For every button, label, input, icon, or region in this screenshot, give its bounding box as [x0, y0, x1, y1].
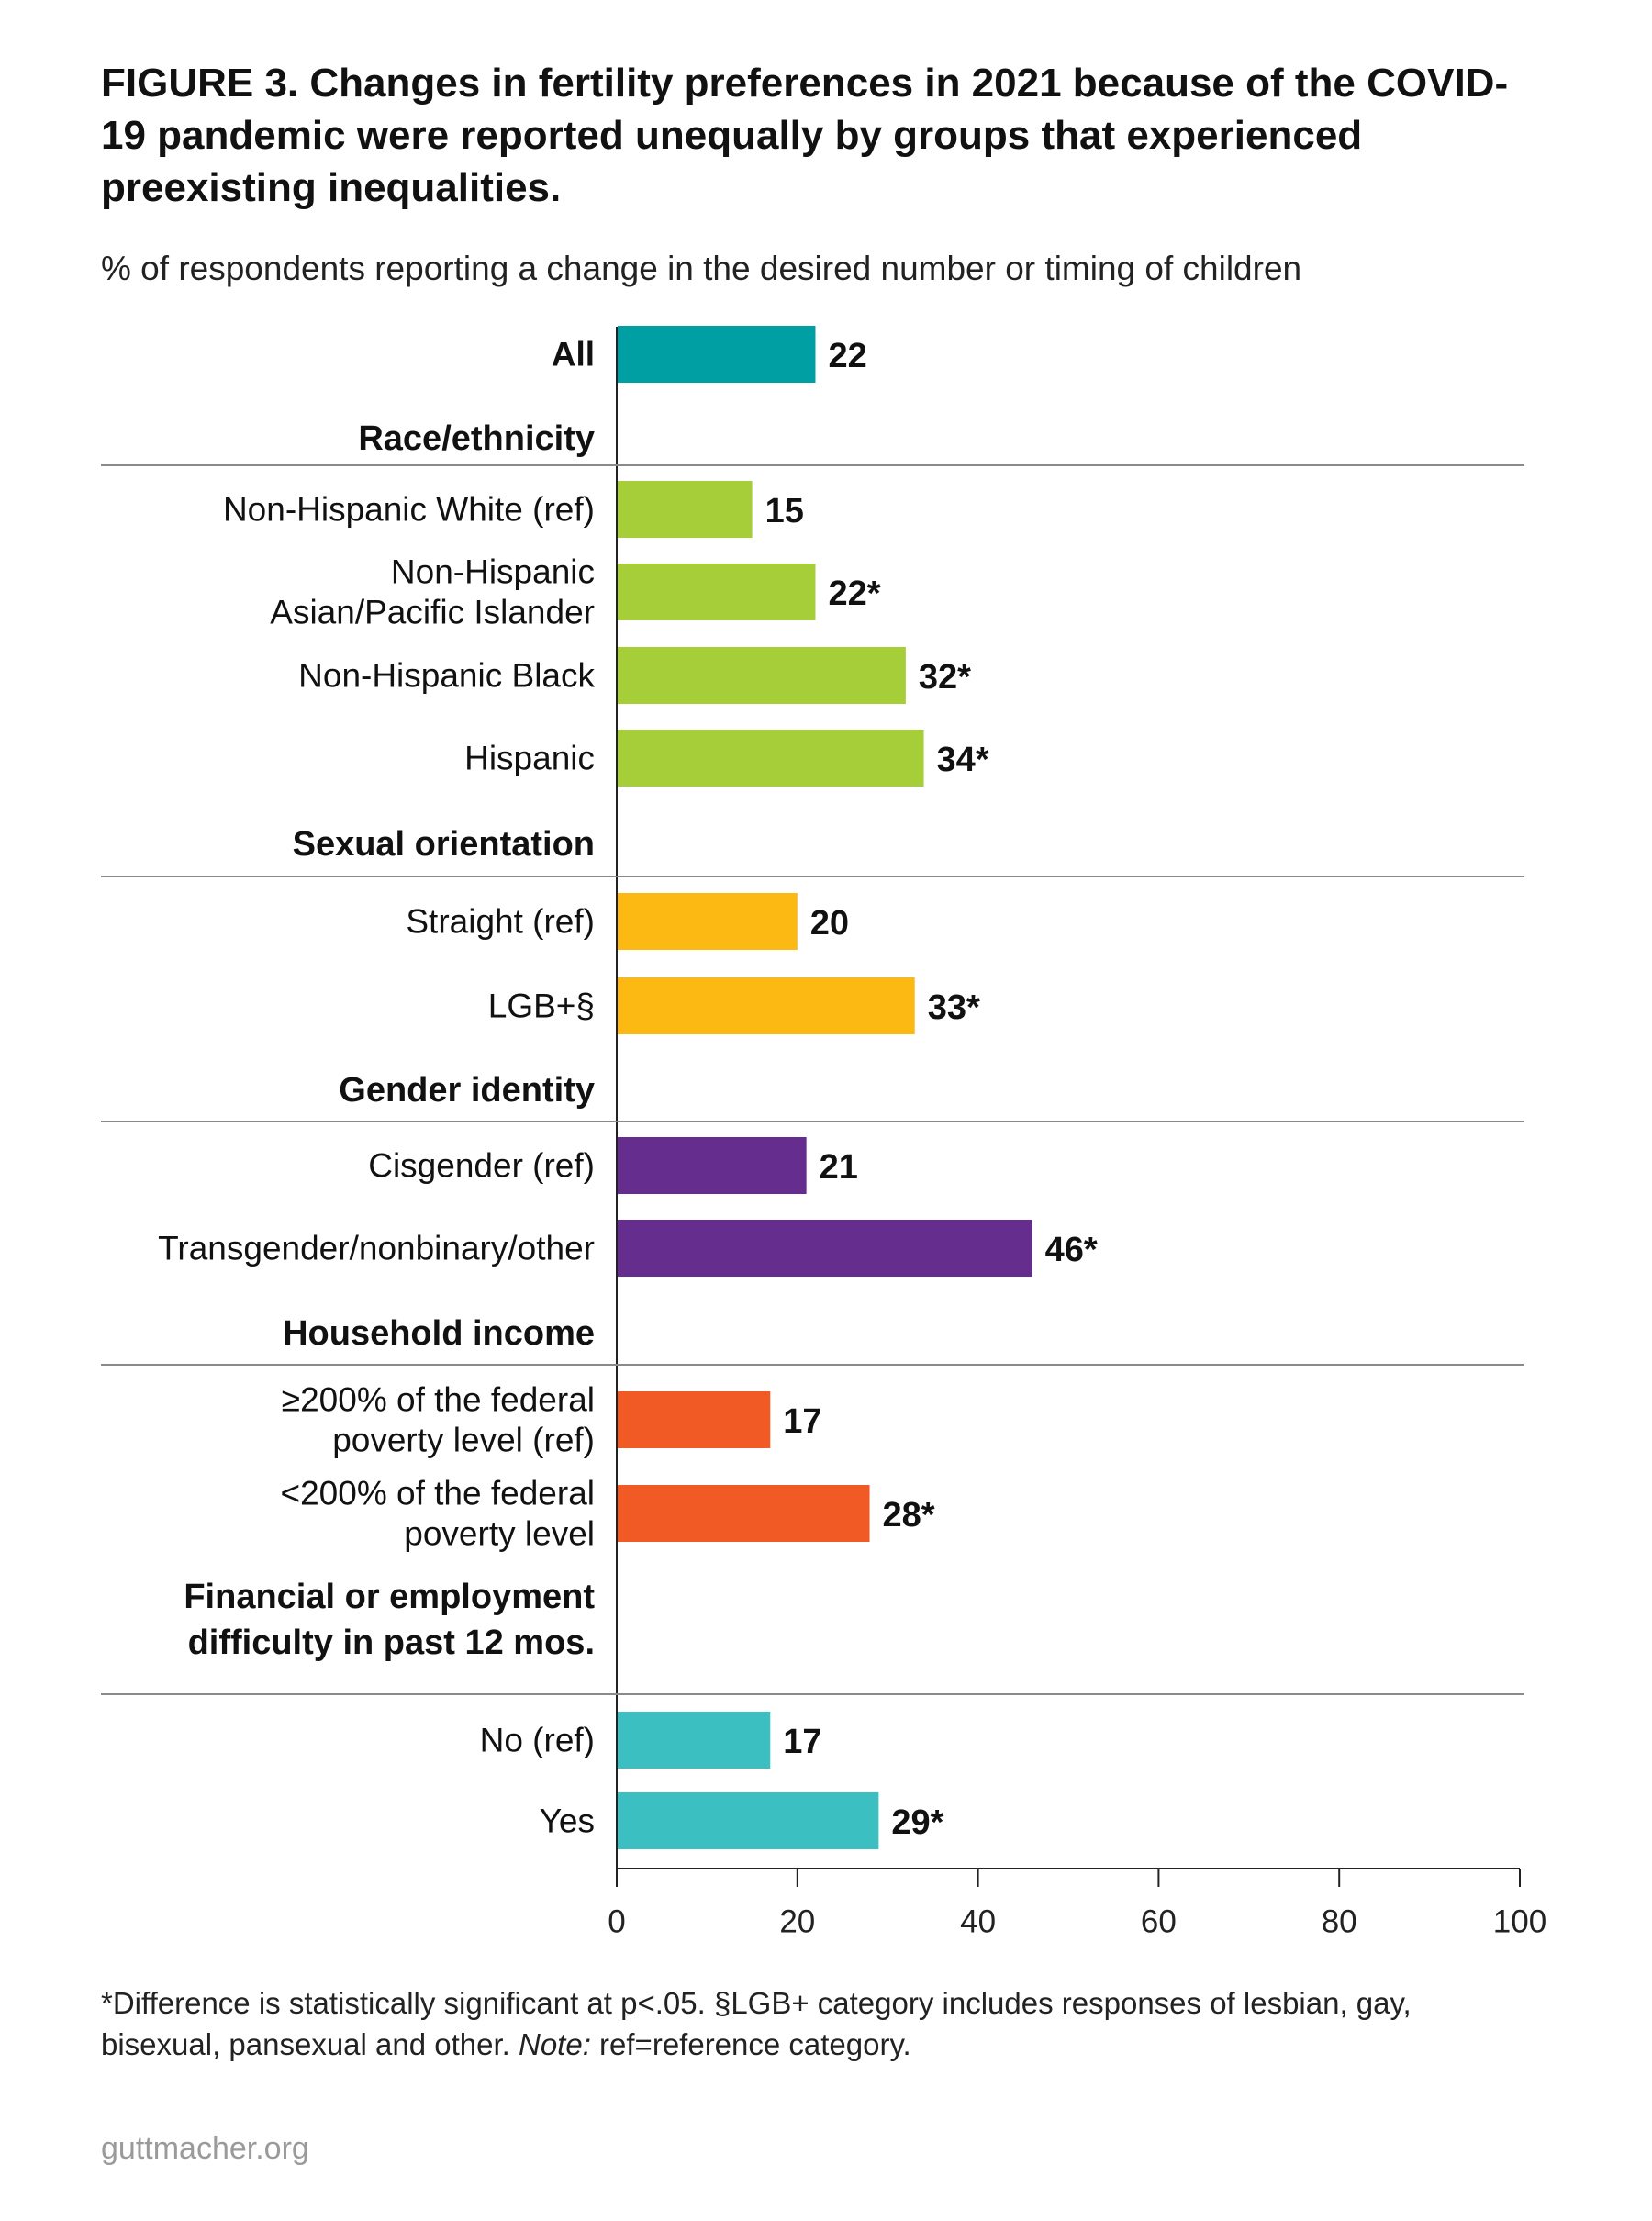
category-label: LGB+§: [488, 988, 595, 1025]
category-label: Non-Hispanic Black: [298, 657, 595, 695]
bar: [618, 1137, 807, 1194]
data-label: 33*: [928, 988, 980, 1027]
category-label: Yes: [540, 1802, 595, 1840]
category-label: poverty level (ref): [332, 1422, 595, 1459]
data-label: 46*: [1045, 1231, 1098, 1269]
bar: [618, 326, 816, 383]
bar: [618, 1792, 879, 1849]
bar: [618, 977, 915, 1034]
data-label: 29*: [891, 1803, 943, 1842]
data-label: 28*: [883, 1496, 935, 1535]
figure-title: FIGURE 3. Changes in fertility preferenc…: [101, 61, 1509, 210]
bar: [618, 1220, 1032, 1277]
group-heading: Financial or employment: [184, 1578, 595, 1616]
data-label: 32*: [919, 658, 971, 697]
group-heading: Gender identity: [339, 1071, 595, 1110]
bar: [618, 1391, 771, 1448]
category-label: poverty level: [404, 1515, 595, 1553]
x-tick-label: 80: [1322, 1904, 1357, 1940]
category-label: Straight (ref): [406, 903, 595, 941]
group-heading: difficulty in past 12 mos.: [188, 1624, 595, 1662]
data-label: 22: [828, 337, 866, 375]
group-heading: Household income: [283, 1314, 595, 1353]
bar: [618, 893, 798, 950]
x-tick-label: 20: [779, 1904, 815, 1940]
data-label: 15: [765, 492, 804, 530]
bar: [618, 564, 816, 620]
bar: [618, 1485, 870, 1542]
x-tick-label: 40: [960, 1904, 996, 1940]
category-label: Cisgender (ref): [368, 1147, 595, 1185]
data-label: 20: [810, 904, 849, 943]
figure-subtitle: % of respondents reporting a change in t…: [101, 250, 1302, 287]
footnote-line-2a: bisexual, pansexual and other.: [101, 2027, 519, 2061]
data-label: 22*: [828, 575, 880, 613]
x-tick-label: 0: [608, 1904, 625, 1940]
x-tick-label: 60: [1141, 1904, 1177, 1940]
category-label: ≥200% of the federal: [282, 1381, 595, 1419]
bar: [618, 481, 753, 538]
category-label: <200% of the federal: [280, 1475, 595, 1512]
footnote: *Difference is statistically significant…: [101, 1982, 1569, 2065]
data-label: 17: [783, 1402, 821, 1441]
data-label: 17: [783, 1723, 821, 1761]
bar: [618, 647, 906, 704]
footnote-note-label: Note:: [519, 2027, 591, 2061]
group-heading: Race/ethnicity: [358, 419, 595, 458]
source-credit: guttmacher.org: [101, 2131, 309, 2166]
data-label: 34*: [937, 741, 989, 779]
bar-chart: All 22 Race/ethnicity Non-Hispanic White (r…: [101, 326, 1546, 1940]
category-label: Hispanic: [464, 740, 595, 777]
bar: [618, 730, 924, 787]
group-heading: Sexual orientation: [293, 825, 595, 864]
category-label: Non-Hispanic White (ref): [223, 491, 595, 529]
data-label: 21: [820, 1148, 858, 1187]
x-tick-label: 100: [1493, 1904, 1546, 1940]
bar: [618, 1712, 771, 1769]
footnote-line-1: *Difference is statistically significant…: [101, 1986, 1412, 2020]
category-label: Asian/Pacific Islander: [270, 594, 595, 631]
category-label: All: [552, 336, 595, 374]
category-label: Transgender/nonbinary/other: [158, 1230, 595, 1267]
footnote-line-2b: ref=reference category.: [590, 2027, 911, 2061]
category-label: Non-Hispanic: [391, 553, 595, 591]
category-label: No (ref): [480, 1722, 595, 1759]
